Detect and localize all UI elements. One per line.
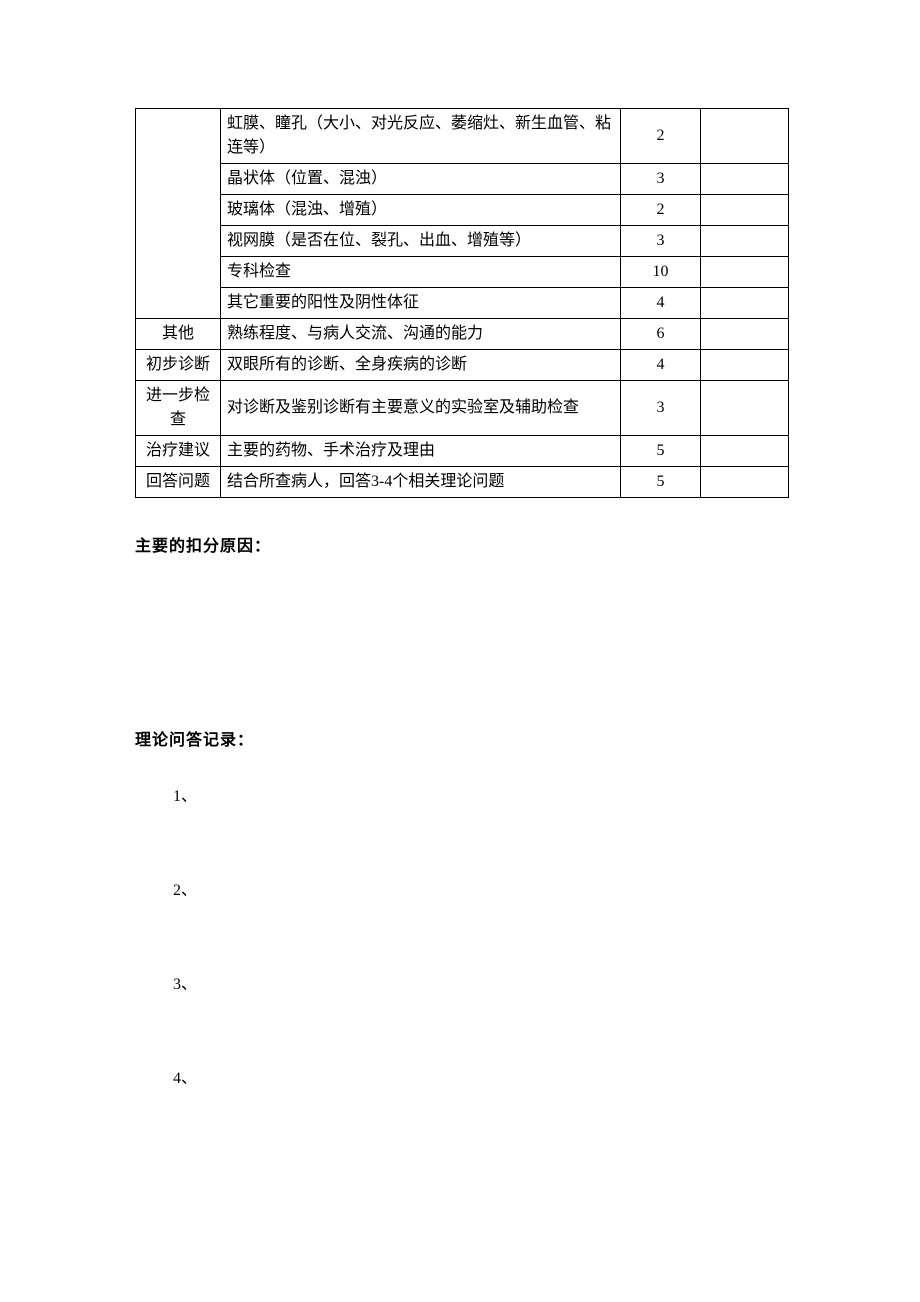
content-cell: 其它重要的阳性及阴性体征 (221, 288, 621, 319)
category-cell (136, 109, 221, 319)
blank-cell (701, 436, 789, 467)
content-cell: 专科检查 (221, 257, 621, 288)
qa-heading: 理论问答记录： (135, 726, 788, 750)
content-cell: 结合所查病人，回答3-4个相关理论问题 (221, 467, 621, 498)
content-wrapper: 虹膜、瞳孔（大小、对光反应、萎缩灶、新生血管、粘连等） 2 晶状体（位置、混浊）… (135, 108, 788, 1088)
score-cell: 3 (621, 381, 701, 436)
table-row: 晶状体（位置、混浊） 3 (136, 164, 789, 195)
table-row: 治疗建议 主要的药物、手术治疗及理由 5 (136, 436, 789, 467)
score-cell: 3 (621, 164, 701, 195)
qa-item: 3、 (173, 970, 788, 994)
qa-item: 2、 (173, 876, 788, 900)
blank-cell (701, 288, 789, 319)
blank-cell (701, 195, 789, 226)
score-cell: 2 (621, 109, 701, 164)
blank-cell (701, 164, 789, 195)
table-row: 专科检查 10 (136, 257, 789, 288)
qa-item: 1、 (173, 782, 788, 806)
table-row: 其他 熟练程度、与病人交流、沟通的能力 6 (136, 319, 789, 350)
score-cell: 5 (621, 436, 701, 467)
qa-item: 4、 (173, 1064, 788, 1088)
content-cell: 对诊断及鉴别诊断有主要意义的实验室及辅助检查 (221, 381, 621, 436)
category-cell: 初步诊断 (136, 350, 221, 381)
content-cell: 主要的药物、手术治疗及理由 (221, 436, 621, 467)
deduction-heading: 主要的扣分原因： (135, 532, 788, 556)
score-cell: 4 (621, 288, 701, 319)
score-cell: 3 (621, 226, 701, 257)
score-cell: 6 (621, 319, 701, 350)
table-row: 其它重要的阳性及阴性体征 4 (136, 288, 789, 319)
table-row: 进一步检查 对诊断及鉴别诊断有主要意义的实验室及辅助检查 3 (136, 381, 789, 436)
content-cell: 晶状体（位置、混浊） (221, 164, 621, 195)
table-row: 虹膜、瞳孔（大小、对光反应、萎缩灶、新生血管、粘连等） 2 (136, 109, 789, 164)
blank-cell (701, 319, 789, 350)
blank-cell (701, 467, 789, 498)
blank-cell (701, 226, 789, 257)
table-row: 玻璃体（混浊、增殖） 2 (136, 195, 789, 226)
evaluation-table: 虹膜、瞳孔（大小、对光反应、萎缩灶、新生血管、粘连等） 2 晶状体（位置、混浊）… (135, 108, 789, 498)
score-cell: 10 (621, 257, 701, 288)
category-cell: 回答问题 (136, 467, 221, 498)
content-cell: 双眼所有的诊断、全身疾病的诊断 (221, 350, 621, 381)
content-cell: 虹膜、瞳孔（大小、对光反应、萎缩灶、新生血管、粘连等） (221, 109, 621, 164)
blank-cell (701, 381, 789, 436)
score-cell: 5 (621, 467, 701, 498)
category-cell: 治疗建议 (136, 436, 221, 467)
content-cell: 视网膜（是否在位、裂孔、出血、增殖等） (221, 226, 621, 257)
content-cell: 玻璃体（混浊、增殖） (221, 195, 621, 226)
blank-cell (701, 109, 789, 164)
table-row: 回答问题 结合所查病人，回答3-4个相关理论问题 5 (136, 467, 789, 498)
blank-cell (701, 350, 789, 381)
table-row: 初步诊断 双眼所有的诊断、全身疾病的诊断 4 (136, 350, 789, 381)
blank-cell (701, 257, 789, 288)
score-cell: 4 (621, 350, 701, 381)
category-cell: 其他 (136, 319, 221, 350)
score-cell: 2 (621, 195, 701, 226)
qa-list: 1、 2、 3、 4、 (135, 782, 788, 1088)
content-cell: 熟练程度、与病人交流、沟通的能力 (221, 319, 621, 350)
table-row: 视网膜（是否在位、裂孔、出血、增殖等） 3 (136, 226, 789, 257)
category-cell: 进一步检查 (136, 381, 221, 436)
